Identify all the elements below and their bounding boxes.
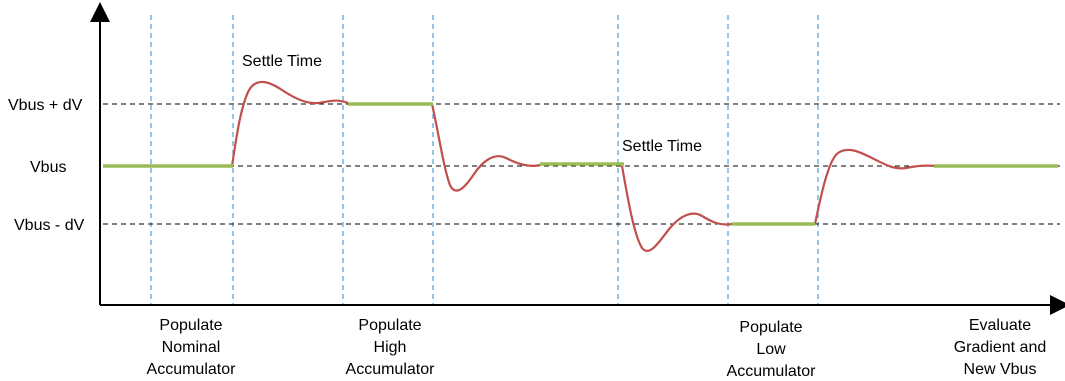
phase-label-high: Populate High Accumulator	[346, 317, 436, 378]
settle-time-label: Settle Time	[622, 138, 702, 155]
phase-label-line: Populate	[358, 317, 421, 334]
phase-label-line: Accumulator	[346, 361, 436, 378]
phase-label-nominal: Populate Nominal Accumulator	[147, 317, 237, 378]
waveform-trace	[230, 80, 937, 252]
level-label-nominal: Vbus	[30, 159, 66, 176]
phase-label-line: Accumulator	[147, 361, 237, 378]
phase-label-line: Populate	[739, 319, 802, 336]
level-label-low: Vbus - dV	[14, 217, 85, 234]
phase-label-low: Populate Low Accumulator	[727, 319, 817, 380]
hold-segments	[103, 102, 1058, 226]
phase-label-line: Low	[756, 341, 786, 358]
phase-label-line: New Vbus	[964, 361, 1037, 378]
phase-label-line: Populate	[159, 317, 222, 334]
phase-label-line: Nominal	[162, 339, 221, 356]
phase-label-line: Accumulator	[727, 363, 817, 380]
phase-label-evaluate: Evaluate Gradient and New Vbus	[954, 317, 1047, 378]
level-label-high: Vbus + dV	[8, 97, 83, 114]
phase-label-line: Evaluate	[969, 317, 1031, 334]
phase-label-line: High	[374, 339, 407, 356]
settle-time-label: Settle Time	[242, 53, 322, 70]
phase-label-line: Gradient and	[954, 339, 1047, 356]
